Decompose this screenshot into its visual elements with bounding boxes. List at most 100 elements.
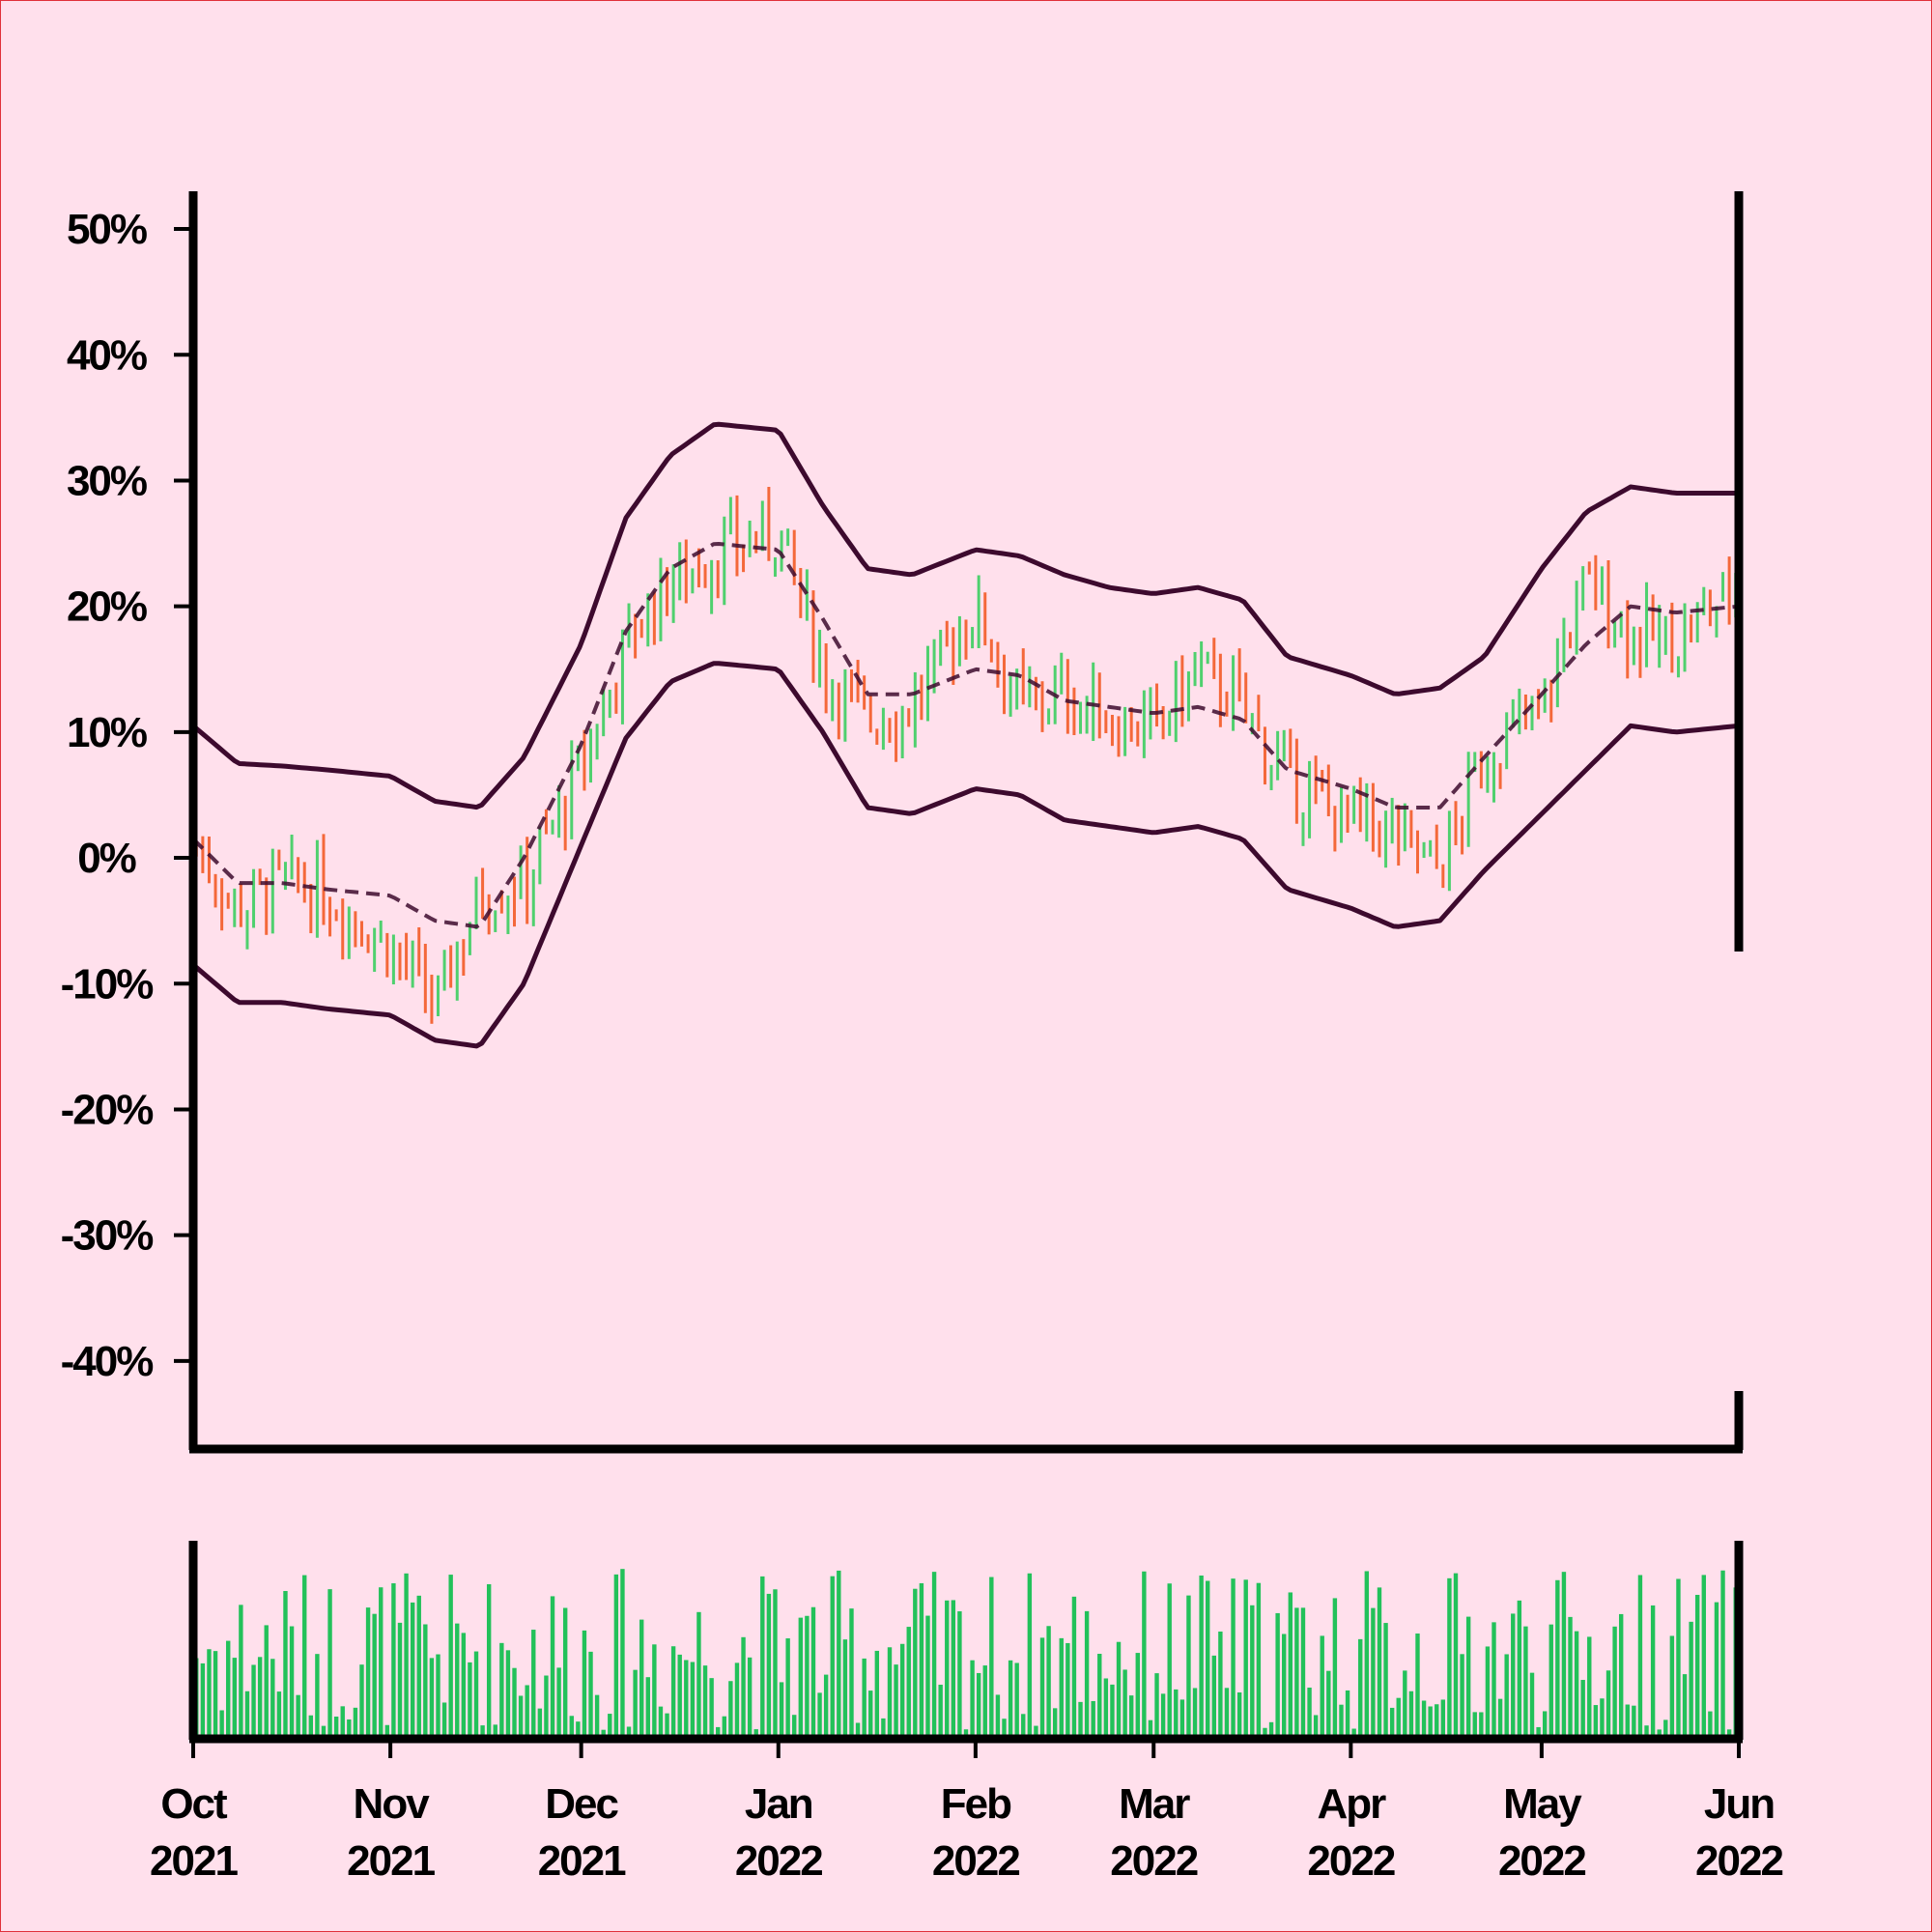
volume-bar xyxy=(982,1665,987,1739)
y-tick-label: 20% xyxy=(67,583,147,631)
volume-bar xyxy=(410,1602,415,1739)
volume-bar xyxy=(1479,1712,1484,1739)
x-tick-month: Mar xyxy=(1119,1780,1190,1828)
volume-bar xyxy=(588,1651,593,1739)
volume-bar xyxy=(1428,1706,1433,1739)
volume-bar xyxy=(1726,1729,1732,1739)
volume-bar xyxy=(1529,1672,1535,1739)
volume-bar xyxy=(244,1690,250,1739)
volume-bar xyxy=(773,1589,778,1739)
volume-bar xyxy=(1504,1654,1509,1739)
volume-bar xyxy=(1313,1715,1319,1739)
volume-bar xyxy=(219,1710,224,1739)
volume-bar xyxy=(1071,1596,1077,1739)
x-tick-month: Jan xyxy=(745,1780,812,1828)
volume-bar xyxy=(1663,1719,1668,1739)
x-tick-month: Jun xyxy=(1704,1780,1774,1828)
volume-bar xyxy=(461,1633,467,1739)
volume-bar xyxy=(576,1721,581,1739)
volume-bar xyxy=(1250,1605,1255,1739)
volume-bar xyxy=(525,1685,529,1739)
volume-bar xyxy=(1179,1699,1185,1739)
volume-bar xyxy=(562,1607,568,1739)
volume-bar xyxy=(779,1682,784,1739)
volume-bar xyxy=(365,1607,371,1739)
volume-bar xyxy=(849,1608,854,1739)
volume-bar xyxy=(1008,1660,1013,1739)
volume-bar xyxy=(976,1672,981,1739)
volume-bars xyxy=(194,1569,1738,1739)
volume-bar xyxy=(1618,1613,1624,1739)
volume-bar xyxy=(1148,1719,1153,1739)
volume-bar xyxy=(766,1593,772,1739)
volume-bar xyxy=(951,1600,956,1739)
volume-bar xyxy=(1142,1571,1147,1739)
volume-bar xyxy=(868,1690,873,1739)
volume-bar xyxy=(913,1588,918,1739)
volume-bar xyxy=(276,1691,282,1739)
volume-bar xyxy=(1383,1623,1388,1739)
volume-bar xyxy=(665,1713,669,1739)
volume-bar xyxy=(938,1684,943,1739)
volume-bar xyxy=(970,1660,975,1739)
volume-bar xyxy=(321,1725,327,1739)
volume-bar xyxy=(594,1694,600,1739)
volume-bar xyxy=(1091,1700,1095,1739)
volume-bar xyxy=(1186,1595,1191,1739)
volume-bar xyxy=(1275,1612,1280,1739)
volume-bar xyxy=(296,1694,300,1739)
volume-bar xyxy=(518,1695,524,1739)
volume-bar xyxy=(289,1626,295,1739)
volume-bar xyxy=(823,1674,829,1739)
volume-bar xyxy=(601,1729,606,1739)
volume-bar xyxy=(792,1715,797,1739)
volume-bar xyxy=(894,1664,898,1739)
volume-bar xyxy=(1460,1654,1464,1739)
x-tick-month: May xyxy=(1503,1780,1582,1828)
volume-bar xyxy=(429,1658,435,1739)
volume-bar xyxy=(1440,1699,1446,1739)
x-tick-year: 2022 xyxy=(1695,1837,1782,1885)
volume-bar xyxy=(512,1667,517,1739)
volume-bar xyxy=(1408,1690,1414,1739)
volume-bar xyxy=(1199,1575,1204,1739)
volume-bar xyxy=(582,1630,587,1739)
volume-bar xyxy=(270,1659,275,1739)
volume-bar xyxy=(1637,1575,1643,1739)
volume-bar xyxy=(1078,1701,1083,1739)
x-tick-year: 2022 xyxy=(1498,1837,1585,1885)
volume-bar xyxy=(1192,1688,1198,1739)
volume-bar xyxy=(690,1662,696,1739)
volume-panel: Oct 2021 Nov 2021 Dec 2021 Jan 2022 Feb 2022 Mar 20… xyxy=(150,1541,1784,1885)
volume-bar xyxy=(1282,1634,1287,1739)
volume-bar xyxy=(817,1692,822,1739)
volume-bar xyxy=(716,1726,721,1739)
volume-bar xyxy=(906,1627,911,1739)
volume-bar xyxy=(550,1596,555,1739)
volume-bar xyxy=(1364,1571,1370,1739)
volume-bar xyxy=(1128,1695,1134,1739)
volume-bar xyxy=(436,1654,440,1739)
volume-bar xyxy=(315,1654,320,1739)
volume-bar xyxy=(1650,1605,1656,1739)
lower-band-line xyxy=(191,661,1740,1049)
volume-bar xyxy=(416,1595,421,1739)
volume-bar xyxy=(1307,1688,1312,1739)
volume-bar xyxy=(1122,1669,1127,1739)
x-tick-month: Nov xyxy=(354,1780,431,1828)
volume-bar xyxy=(919,1582,924,1739)
volume-bar xyxy=(837,1570,841,1739)
volume-bar xyxy=(1600,1698,1605,1739)
volume-bar xyxy=(505,1650,511,1739)
volume-bar xyxy=(556,1667,561,1739)
volume-bar xyxy=(931,1572,937,1739)
volume-bar xyxy=(423,1624,428,1739)
x-axis-ticks: Oct 2021 Nov 2021 Dec 2021 Jan 2022 Feb 2022 Mar 20… xyxy=(150,1739,1784,1885)
volume-bar xyxy=(1536,1726,1541,1739)
volume-bar xyxy=(798,1617,804,1739)
volume-bar xyxy=(1396,1697,1401,1739)
volume-bar xyxy=(1332,1598,1338,1739)
volume-bar xyxy=(1517,1600,1522,1739)
volume-bar xyxy=(1002,1719,1007,1739)
volume-bar xyxy=(200,1662,206,1739)
